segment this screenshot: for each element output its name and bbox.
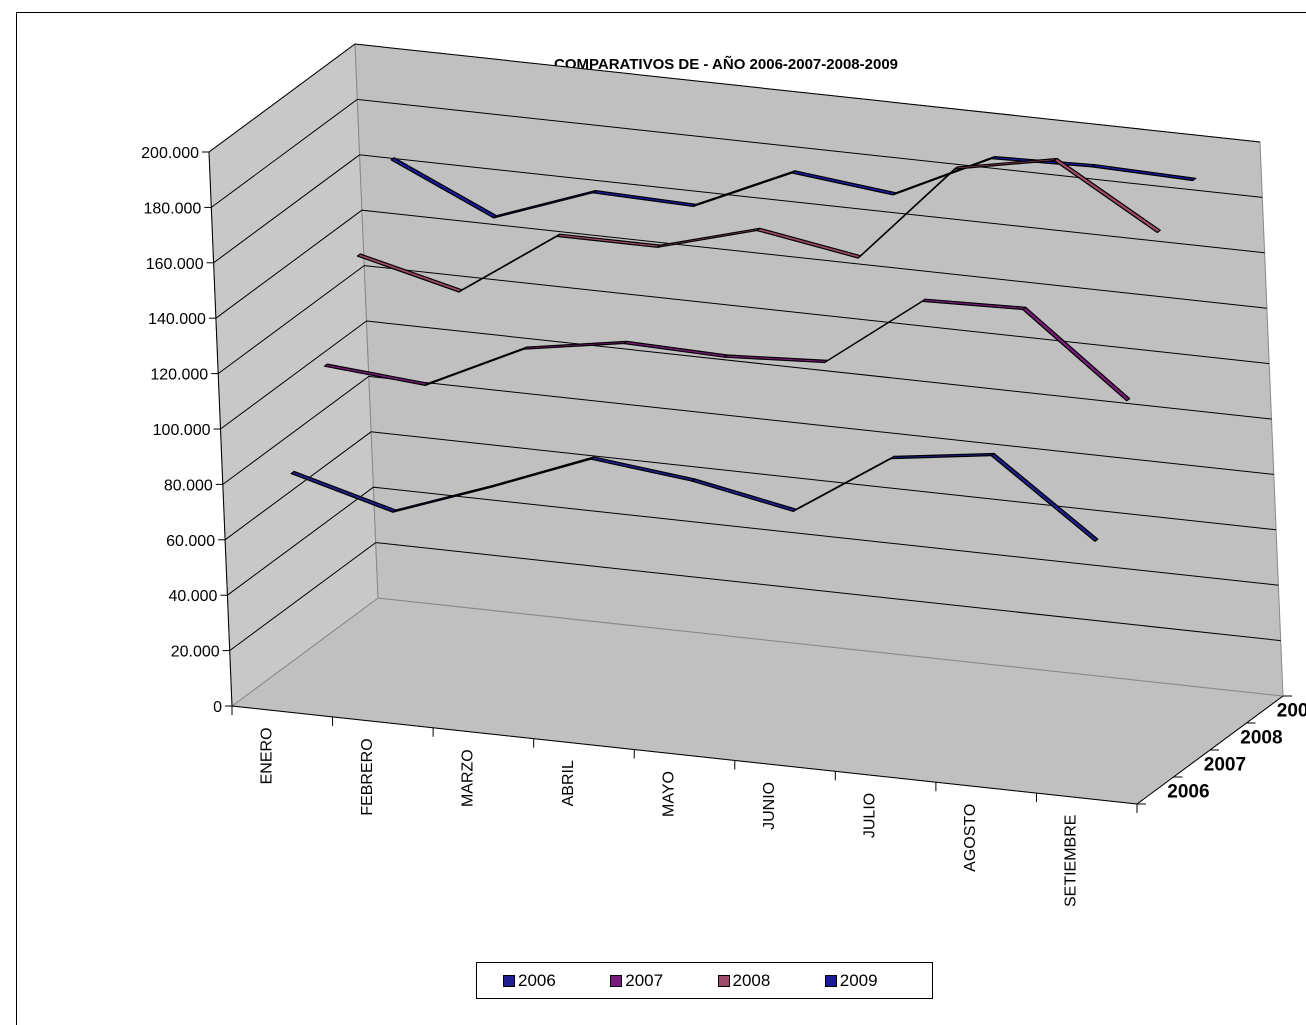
y-tick-label: 120.000 <box>150 367 208 384</box>
series-segment <box>1091 164 1197 182</box>
x-tick-label: JUNIO <box>761 782 778 830</box>
legend-item: 2009 <box>824 970 932 991</box>
legend-swatch <box>717 974 730 987</box>
y-tick-label: 20.000 <box>171 644 220 661</box>
series-segment <box>1022 306 1131 402</box>
gridline <box>211 98 1263 208</box>
gridline <box>220 320 1272 430</box>
y-tick-label: 180.000 <box>143 200 201 217</box>
x-tick-label: MARZO <box>459 749 476 807</box>
legend-item: 2006 <box>503 971 610 991</box>
legend-label: 2006 <box>518 970 556 990</box>
legend-label: 2007 <box>625 970 664 990</box>
depth-tick-label: 2007 <box>1204 755 1246 776</box>
x-tick-label: ENERO <box>258 727 275 784</box>
series-segment <box>990 452 1099 542</box>
series-segment <box>1053 157 1161 234</box>
y-tick-label: 200.000 <box>141 145 199 162</box>
gridline <box>229 542 1281 652</box>
y-axis: 0 20.000 40.000 60.000 80.000 100.000 120.000 1… <box>141 145 233 716</box>
legend-item: 2008 <box>717 970 825 991</box>
y-tick-label: 40.000 <box>168 588 217 605</box>
gridline <box>227 486 1279 596</box>
x-axis: ENERO FEBRERO MARZO ABRIL MAYO JUNIO JULIO AGOS… <box>231 705 1138 907</box>
series-2007 <box>323 298 1131 402</box>
series-2008 <box>356 157 1161 293</box>
y-tick-label: 160.000 <box>146 256 204 273</box>
y-tick-label: 0 <box>213 699 222 716</box>
x-tick-label: FEBRERO <box>359 738 376 815</box>
legend-swatch <box>503 974 515 987</box>
depth-tick-label: 2006 <box>1167 782 1209 803</box>
legend-label: 2008 <box>732 970 771 990</box>
chart-frame <box>16 12 1306 1025</box>
legend-swatch <box>610 974 623 987</box>
legend-label: 2009 <box>839 970 878 990</box>
y-tick-label: 80.000 <box>164 477 213 494</box>
gridline <box>217 265 1270 375</box>
depth-tick-label: 2009 <box>1277 701 1306 722</box>
x-tick-label: SETIEMBRE <box>1063 815 1080 907</box>
gridline <box>224 431 1277 541</box>
x-axis-line <box>231 705 1138 805</box>
depth-tick-label: 2008 <box>1240 728 1282 749</box>
x-tick-label: MAYO <box>661 771 678 817</box>
series-group <box>290 156 1197 542</box>
legend: 2006 2007 2008 2009 <box>476 962 933 999</box>
y-tick-label: 60.000 <box>166 533 215 550</box>
chart-walls <box>208 43 1285 805</box>
x-tick-label: JULIO <box>862 793 879 838</box>
gridline <box>215 209 1267 319</box>
legend-swatch <box>824 974 837 987</box>
y-tick-label: 140.000 <box>148 311 206 328</box>
depth-axis: 2006 2007 2008 2009 <box>1136 695 1306 805</box>
series-2006 <box>290 452 1099 542</box>
gridline <box>213 154 1265 264</box>
chart-title: COMPARATIVOS DE - AÑO 2006-2007-2008-200… <box>554 55 898 73</box>
gridline <box>208 43 1261 153</box>
legend-item: 2007 <box>610 971 717 991</box>
x-tick-label: ABRIL <box>560 760 577 806</box>
y-tick-label: 100.000 <box>153 422 211 439</box>
x-tick-label: AGOSTO <box>962 804 979 872</box>
gridline <box>222 375 1274 485</box>
